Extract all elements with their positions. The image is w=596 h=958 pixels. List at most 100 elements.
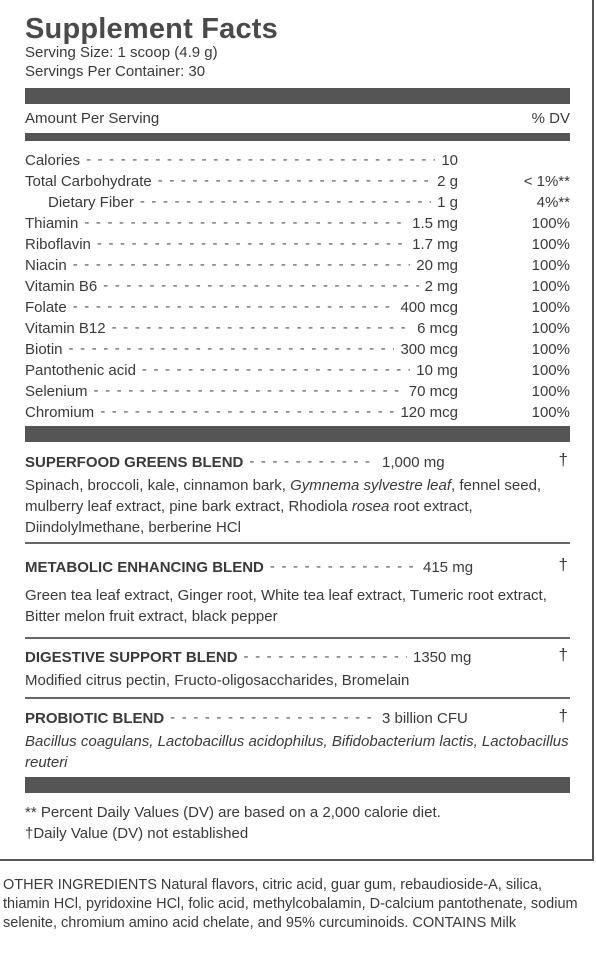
nutrient-row: Pantothenic acid - - - - - - - - - - - - … [25, 360, 570, 381]
nutrient-row: Riboflavin - - - - - - - - - - - - - - - … [25, 234, 570, 255]
thick-divider [25, 426, 570, 442]
blend-amount: 1350 mg [413, 649, 472, 666]
dot-leader: - - - - - - - - - - - - - - - - - - - - … [170, 709, 376, 726]
nutrient-row: Dietary Fiber - - - - - - - - - - - - - -… [25, 192, 570, 213]
blend-header: PROBIOTIC BLEND - - - - - - - - - - - - -… [25, 706, 570, 730]
nutrient-dv: < 1%** [523, 173, 570, 190]
nutrient-name: Thiamin [25, 215, 79, 232]
nutrient-name: Niacin [25, 257, 67, 274]
nutrient-amount: 120 mcg [400, 404, 458, 421]
nutrient-amount: 10 [441, 152, 458, 169]
nutrient-amount: 6 mcg [417, 320, 458, 337]
nutrient-amount: 2 mg [424, 278, 458, 295]
blend-separator [25, 542, 570, 544]
nutrient-dv: 100% [531, 257, 570, 274]
dot-leader: - - - - - - - - - - - - - - - - - - - - … [72, 298, 395, 315]
amount-per-serving-label: Amount Per Serving [25, 110, 160, 127]
nutrient-amount: 400 mcg [400, 299, 458, 316]
dagger-symbol: † [558, 706, 568, 725]
nutrient-amount: 300 mcg [400, 341, 458, 358]
dot-leader: - - - - - - - - - - - - - - - - - - - - … [68, 340, 395, 357]
serving-size: Serving Size: 1 scoop (4.9 g) [25, 44, 218, 61]
thick-divider [25, 88, 570, 104]
dagger-symbol: † [558, 555, 568, 574]
dot-leader: - - - - - - - - - - - - - - - - - - - - … [100, 403, 394, 420]
dot-leader: - - - - - - - - - - - - - - - - - - - - … [269, 558, 417, 575]
nutrient-dv: 100% [531, 299, 570, 316]
blend-name: PROBIOTIC BLEND [25, 710, 165, 727]
dot-leader: - - - - - - - - - - - - - - - - - - - - … [96, 235, 406, 252]
blend-section: SUPERFOOD GREENS BLEND - - - - - - - - - … [25, 450, 570, 538]
blend-ingredients: Bacillus coagulans, Lactobacillus acidop… [25, 733, 569, 771]
nutrient-name: Biotin [25, 341, 63, 358]
dagger-footnote: †Daily Value (DV) not established [25, 825, 249, 842]
nutrient-name: Selenium [25, 383, 88, 400]
blend-section: DIGESTIVE SUPPORT BLEND - - - - - - - - -… [25, 645, 570, 691]
dot-leader: - - - - - - - - - - - - - - - - - - - - … [243, 648, 407, 665]
dot-leader: - - - - - - - - - - - - - - - - - - - - … [111, 319, 412, 336]
dv-header-label: % DV [531, 110, 570, 127]
nutrient-name: Calories [25, 152, 81, 169]
blend-header: DIGESTIVE SUPPORT BLEND - - - - - - - - -… [25, 645, 570, 669]
nutrient-row: Total Carbohydrate - - - - - - - - - - - … [25, 171, 570, 192]
blend-amount: 415 mg [423, 559, 474, 576]
nutrient-dv: 100% [531, 278, 570, 295]
nutrient-amount: 20 mg [416, 257, 458, 274]
blend-amount: 3 billion CFU [382, 710, 468, 727]
nutrient-row: Calories - - - - - - - - - - - - - - - - … [25, 150, 570, 171]
other-ingredients: OTHER INGREDIENTS Natural flavors, citri… [3, 877, 578, 931]
nutrient-dv: 100% [531, 362, 570, 379]
panel-title: Supplement Facts [25, 13, 278, 45]
dot-leader: - - - - - - - - - - - - - - - - - - - - … [157, 172, 431, 189]
dot-leader: - - - - - - - - - - - - - - - - - - - - … [139, 193, 431, 210]
nutrient-amount: 1.5 mg [412, 215, 458, 232]
nutrient-name: Folate [25, 299, 67, 316]
blend-section: METABOLIC ENHANCING BLEND - - - - - - - -… [25, 555, 570, 627]
blend-ingredients: Green tea leaf extract, Ginger root, Whi… [25, 587, 547, 625]
nutrient-name: Pantothenic acid [25, 362, 136, 379]
supplement-facts-panel: Supplement Facts Serving Size: 1 scoop (… [0, 0, 594, 861]
nutrient-dv: 100% [531, 215, 570, 232]
nutrient-name: Vitamin B12 [25, 320, 106, 337]
nutrient-dv: 100% [531, 341, 570, 358]
blend-header: SUPERFOOD GREENS BLEND - - - - - - - - - … [25, 450, 570, 474]
blend-name: SUPERFOOD GREENS BLEND [25, 454, 244, 471]
blend-section: PROBIOTIC BLEND - - - - - - - - - - - - -… [25, 706, 570, 773]
dot-leader: - - - - - - - - - - - - - - - - - - - - … [72, 256, 411, 273]
nutrient-row: Selenium - - - - - - - - - - - - - - - - … [25, 381, 570, 402]
blend-amount: 1,000 mg [382, 454, 445, 471]
amount-header: Amount Per Serving % DV [25, 110, 570, 127]
dot-leader: - - - - - - - - - - - - - - - - - - - - … [86, 151, 435, 168]
blend-ingredients: Modified citrus pectin, Fructo-oligosacc… [25, 672, 410, 689]
dot-leader: - - - - - - - - - - - - - - - - - - - - … [103, 277, 418, 294]
dot-leader: - - - - - - - - - - - - - - - - - - - - … [141, 361, 410, 378]
nutrient-amount: 1.7 mg [412, 236, 458, 253]
nutrient-dv: 100% [531, 383, 570, 400]
servings-per-container: Servings Per Container: 30 [25, 63, 206, 80]
nutrient-row: Niacin - - - - - - - - - - - - - - - - - … [25, 255, 570, 276]
dot-leader: - - - - - - - - - - - - - - - - - - - - … [93, 382, 403, 399]
nutrient-name: Vitamin B6 [25, 278, 98, 295]
nutrient-name: Dietary Fiber [48, 194, 134, 211]
blend-ingredients: Spinach, broccoli, kale, cinnamon bark, … [25, 477, 542, 536]
dagger-symbol: † [558, 645, 568, 664]
blend-name: DIGESTIVE SUPPORT BLEND [25, 649, 238, 666]
dot-leader: - - - - - - - - - - - - - - - - - - - - … [84, 214, 406, 231]
dv-footnote: ** Percent Daily Values (DV) are based o… [25, 804, 441, 821]
nutrient-row: Folate - - - - - - - - - - - - - - - - - … [25, 297, 570, 318]
nutrient-name: Chromium [25, 404, 95, 421]
nutrient-amount: 10 mg [416, 362, 458, 379]
nutrient-amount: 70 mcg [408, 383, 458, 400]
blend-name: METABOLIC ENHANCING BLEND [25, 559, 264, 576]
nutrient-name: Total Carbohydrate [25, 173, 152, 190]
nutrient-dv: 100% [531, 404, 570, 421]
nutrient-dv: 4%** [536, 194, 570, 211]
blend-header: METABOLIC ENHANCING BLEND - - - - - - - -… [25, 555, 570, 579]
nutrient-row: Vitamin B12 - - - - - - - - - - - - - - -… [25, 318, 570, 339]
nutrient-row: Chromium - - - - - - - - - - - - - - - - … [25, 402, 570, 423]
blend-separator [25, 697, 570, 699]
nutrient-row: Thiamin - - - - - - - - - - - - - - - - -… [25, 213, 570, 234]
thick-divider [25, 777, 570, 793]
nutrient-dv: 100% [531, 236, 570, 253]
nutrient-amount: 2 g [437, 173, 458, 190]
